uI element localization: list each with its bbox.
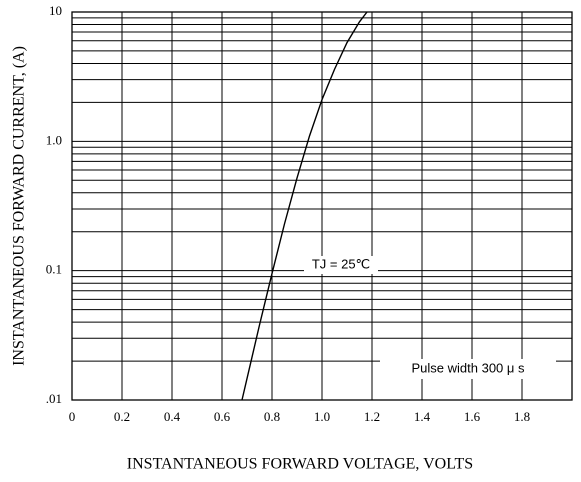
y-tick-label: 1.0 bbox=[46, 132, 62, 147]
plot-frame bbox=[71, 11, 573, 401]
x-tick-label: 0 bbox=[69, 409, 76, 424]
annotation-box bbox=[380, 359, 556, 379]
annotation: TJ = 25℃ bbox=[312, 256, 370, 271]
x-tick-label: 0.4 bbox=[164, 409, 181, 424]
x-tick-label: 1.4 bbox=[414, 409, 431, 424]
curve bbox=[241, 11, 368, 401]
x-tick-label: 1.8 bbox=[514, 409, 530, 424]
x-tick-label: 0.6 bbox=[214, 409, 231, 424]
x-tick-label: 1.6 bbox=[464, 409, 481, 424]
annotation-box bbox=[304, 256, 378, 274]
x-tick-label: 0.2 bbox=[114, 409, 130, 424]
y-tick-label: .01 bbox=[46, 391, 62, 406]
x-axis-label: INSTANTANEOUS FORWARD VOLTAGE, VOLTS bbox=[127, 456, 473, 473]
y-tick-label: 0.1 bbox=[46, 262, 62, 277]
y-tick-label: 10 bbox=[49, 3, 62, 18]
x-tick-label: 1.0 bbox=[314, 409, 330, 424]
annotation: Pulse width 300 μ s bbox=[412, 360, 525, 375]
x-tick-label: 0.8 bbox=[264, 409, 280, 424]
x-tick-label: 1.2 bbox=[364, 409, 380, 424]
y-axis-label: INSTANTANEOUS FORWARD CURRENT, (A) bbox=[11, 46, 28, 366]
